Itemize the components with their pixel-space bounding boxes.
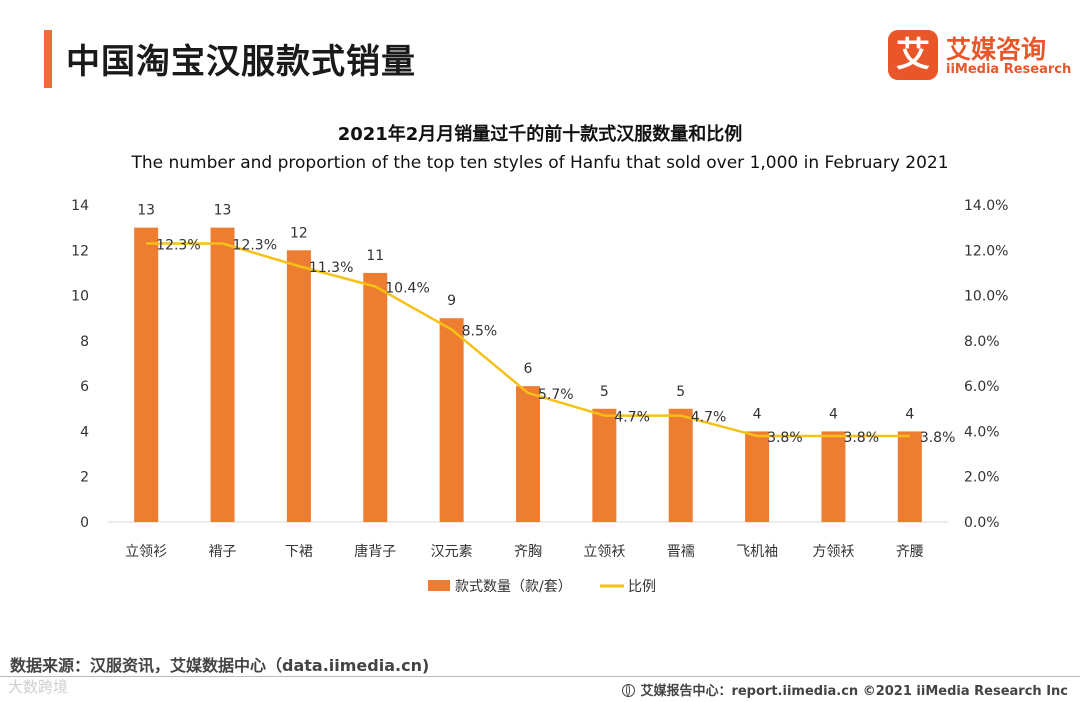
bar xyxy=(210,227,235,522)
bar-value-label: 4 xyxy=(905,406,914,422)
line-value-label: 12.3% xyxy=(156,237,200,253)
x-tick-label: 方领袄 xyxy=(812,544,854,560)
y-left-tick-label: 12 xyxy=(71,243,89,259)
bar xyxy=(286,250,311,523)
bar-value-label: 11 xyxy=(366,248,384,264)
line-value-label: 12.3% xyxy=(233,237,277,253)
x-tick-label: 齐胸 xyxy=(514,544,542,560)
y-left-tick-label: 14 xyxy=(71,198,89,214)
y-right-tick-label: 14.0% xyxy=(964,198,1008,214)
y-left-tick-label: 6 xyxy=(80,379,89,395)
legend-bar-swatch xyxy=(428,580,450,591)
bar-value-label: 13 xyxy=(214,203,232,219)
legend-bar-label: 款式数量（款/套） xyxy=(455,579,572,595)
bar-value-label: 9 xyxy=(447,293,456,309)
legend-line-label: 比例 xyxy=(628,579,656,595)
bar xyxy=(516,386,540,522)
x-tick-label: 汉元素 xyxy=(431,544,473,560)
x-tick-label: 唐背子 xyxy=(354,543,396,560)
chart-subtitle: The number and proportion of the top ten… xyxy=(131,153,949,173)
x-tick-label: 下裙 xyxy=(285,544,313,560)
line-value-label: 10.4% xyxy=(385,281,429,297)
line-value-label: 3.8% xyxy=(920,430,956,446)
bar xyxy=(439,318,464,522)
x-tick-label: 飞机袖 xyxy=(736,544,778,560)
bar xyxy=(363,272,388,522)
y-left-tick-label: 8 xyxy=(80,334,89,350)
bar-value-label: 6 xyxy=(524,361,533,377)
line-value-label: 8.5% xyxy=(462,324,498,340)
y-right-tick-label: 6.0% xyxy=(964,379,1000,395)
footer-report[interactable]: 艾媒报告中心：report.iimedia.cn ©2021 iiMedia R… xyxy=(622,680,1068,699)
bar-value-label: 5 xyxy=(600,384,609,400)
bar-value-label: 13 xyxy=(137,203,155,219)
line-value-label: 3.8% xyxy=(843,430,879,446)
y-left-tick-label: 10 xyxy=(71,289,89,305)
x-tick-label: 褙子 xyxy=(209,544,237,560)
x-tick-label: 立领衫 xyxy=(125,544,167,560)
bar-value-label: 4 xyxy=(829,406,838,422)
logo-mark-icon: 艾 xyxy=(888,30,938,80)
line-value-label: 4.7% xyxy=(691,410,727,426)
y-right-tick-label: 8.0% xyxy=(964,334,1000,350)
watermark: 大数跨境 xyxy=(8,678,69,696)
bar-value-label: 12 xyxy=(290,225,308,241)
footer-divider xyxy=(0,676,1080,677)
globe-icon xyxy=(622,684,636,697)
y-right-tick-label: 4.0% xyxy=(964,424,1000,440)
line-value-label: 3.8% xyxy=(767,430,803,446)
y-right-tick-label: 0.0% xyxy=(964,515,1000,531)
chart-title: 2021年2月月销量过千的前十款式汉服数量和比例 xyxy=(337,124,743,145)
y-right-tick-label: 2.0% xyxy=(964,470,1000,486)
logo-text-en: iiMedia Research xyxy=(946,62,1072,77)
x-tick-label: 立领袄 xyxy=(583,544,625,560)
line-value-label: 5.7% xyxy=(538,387,574,403)
x-tick-label: 晋襦 xyxy=(667,544,695,560)
y-left-tick-label: 0 xyxy=(80,515,89,531)
bar xyxy=(592,408,617,522)
y-left-tick-label: 4 xyxy=(80,424,89,440)
bar-line-chart: 0 2 4 6 8 10 12 14 0.0% 2.0% 4.0% 6.0% 8.0% 10.0% 12.0… xyxy=(71,198,1008,595)
bar-value-label: 5 xyxy=(676,384,685,400)
bar-value-label: 4 xyxy=(753,406,762,422)
line-value-label: 4.7% xyxy=(614,410,650,426)
y-left-tick-label: 2 xyxy=(80,470,89,486)
iimedia-logo[interactable]: 艾 艾媒咨询 iiMedia Research xyxy=(888,30,1071,82)
page-title: 中国淘宝汉服款式销量 xyxy=(66,42,416,82)
line-series-proportion xyxy=(146,242,910,438)
y-right-tick-label: 12.0% xyxy=(964,243,1008,259)
title-accent-bar xyxy=(44,30,52,88)
data-source: 数据来源：汉服资讯，艾媒数据中心（data.iimedia.cn) xyxy=(10,656,430,675)
bar xyxy=(821,431,846,522)
bar xyxy=(134,227,159,522)
x-tick-label: 齐腰 xyxy=(896,544,924,560)
y-right-tick-label: 10.0% xyxy=(964,289,1008,305)
bar xyxy=(668,408,693,522)
logo-text-cn: 艾媒咨询 xyxy=(946,35,1047,64)
bar xyxy=(897,431,922,522)
bar xyxy=(745,431,770,522)
footer-report-text: 艾媒报告中心：report.iimedia.cn ©2021 iiMedia R… xyxy=(640,684,1068,699)
line-value-label: 11.3% xyxy=(309,260,353,276)
